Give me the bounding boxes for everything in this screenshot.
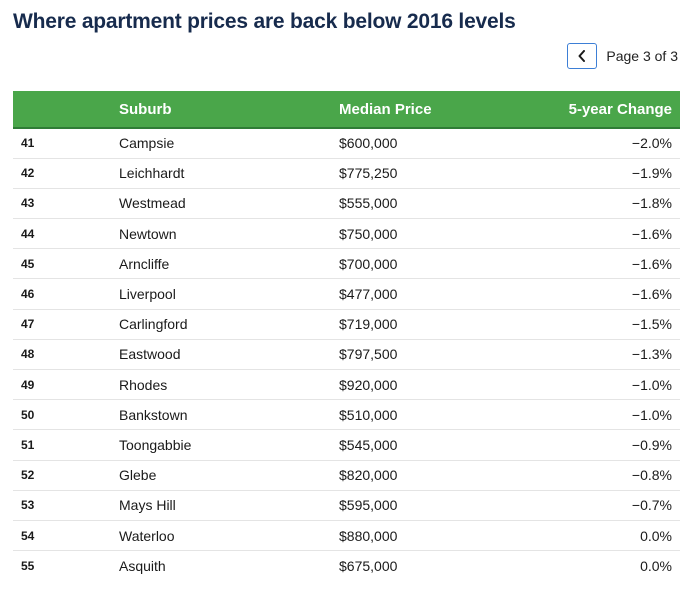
five-year-change-cell: −2.0% [559,128,680,159]
median-price-cell: $510,000 [339,399,559,431]
rank-cell: 43 [13,188,119,220]
median-price-cell: $719,000 [339,309,559,340]
table-row: 43 Westmead $555,000 −1.8% [13,188,680,220]
table-row: 53 Mays Hill $595,000 −0.7% [13,490,680,521]
data-table: Suburb Median Price 5-year Change 41 Camp… [13,91,680,581]
table-body: 41 Campsie $600,000 −2.0% 42 Leichhardt $775,2… [13,128,680,581]
column-header-5-year-change: 5-year Change [559,91,680,129]
suburb-cell: Liverpool [119,278,339,310]
suburb-cell: Arncliffe [119,248,339,280]
page-title: Where apartment prices are back below 20… [13,10,516,33]
table-row: 41 Campsie $600,000 −2.0% [13,128,680,159]
suburb-cell: Campsie [119,128,339,159]
median-price-cell: $750,000 [339,218,559,250]
table-row: 52 Glebe $820,000 −0.8% [13,460,680,491]
suburb-cell: Rhodes [119,369,339,401]
table-row: 55 Asquith $675,000 0.0% [13,550,680,581]
suburb-cell: Mays Hill [119,490,339,521]
table-row: 51 Toongabbie $545,000 −0.9% [13,429,680,461]
column-header-median-price: Median Price [339,91,559,129]
rank-cell: 41 [13,128,119,159]
chevron-left-icon [578,50,586,62]
median-price-cell: $700,000 [339,248,559,280]
table-row: 48 Eastwood $797,500 −1.3% [13,339,680,371]
five-year-change-cell: −1.6% [559,218,680,250]
rank-cell: 54 [13,520,119,552]
rank-cell: 55 [21,558,35,573]
five-year-change-cell: −1.6% [559,278,680,310]
five-year-change-cell: −0.9% [559,429,680,461]
previous-page-button[interactable] [567,43,598,69]
table-row: 42 Leichhardt $775,250 −1.9% [13,158,680,189]
suburb-cell: Newtown [119,218,339,250]
rank-cell: 50 [13,399,119,431]
median-price-cell: $797,500 [339,339,559,371]
five-year-change-cell: −1.0% [559,369,680,401]
five-year-change-cell: −1.0% [559,399,680,431]
median-price-cell: $820,000 [339,460,559,491]
rank-cell: 53 [13,490,119,521]
rank-cell: 49 [13,369,119,401]
suburb-cell: Leichhardt [119,158,339,189]
rank-cell: 51 [13,429,119,461]
five-year-change-cell: 0.0% [640,557,672,574]
page-indicator: Page 3 of 3 [606,48,678,64]
suburb-cell: Toongabbie [119,429,339,461]
rank-cell: 45 [13,248,119,280]
pagination: Page 3 of 3 [567,43,678,69]
rank-cell: 48 [13,339,119,371]
five-year-change-cell: −0.8% [559,460,680,491]
rank-cell: 46 [13,278,119,310]
median-price-cell: $477,000 [339,278,559,310]
suburb-cell: Carlingford [119,309,339,340]
suburb-cell: Glebe [119,460,339,491]
median-price-cell: $675,000 [339,557,398,574]
five-year-change-cell: −1.5% [559,309,680,340]
five-year-change-cell: −1.9% [559,158,680,189]
suburb-cell: Westmead [119,188,339,220]
header-row: Suburb Median Price 5-year Change [13,91,680,129]
suburb-cell: Asquith [119,557,166,574]
rank-cell: 44 [13,218,119,250]
suburb-cell: Eastwood [119,339,339,371]
five-year-change-cell: 0.0% [559,520,680,552]
table-row: 49 Rhodes $920,000 −1.0% [13,369,680,401]
rank-cell: 47 [13,309,119,340]
rank-cell: 42 [13,158,119,189]
column-header-suburb: Suburb [119,91,339,129]
suburb-cell: Bankstown [119,399,339,431]
table-row: 47 Carlingford $719,000 −1.5% [13,309,680,340]
table-header: Suburb Median Price 5-year Change [13,91,680,129]
suburb-cell: Waterloo [119,520,339,552]
median-price-cell: $920,000 [339,369,559,401]
five-year-change-cell: −1.8% [559,188,680,220]
five-year-change-cell: −1.3% [559,339,680,371]
median-price-cell: $600,000 [339,128,559,159]
table-row: 54 Waterloo $880,000 0.0% [13,520,680,552]
column-header-rank [13,91,119,129]
rank-cell: 52 [13,460,119,491]
table-row: 45 Arncliffe $700,000 −1.6% [13,248,680,280]
table-row: 44 Newtown $750,000 −1.6% [13,218,680,250]
table-row: 50 Bankstown $510,000 −1.0% [13,399,680,431]
median-price-cell: $775,250 [339,158,559,189]
median-price-cell: $545,000 [339,429,559,461]
five-year-change-cell: −0.7% [559,490,680,521]
median-price-cell: $595,000 [339,490,559,521]
table-row: 46 Liverpool $477,000 −1.6% [13,278,680,310]
five-year-change-cell: −1.6% [559,248,680,280]
median-price-cell: $555,000 [339,188,559,220]
median-price-cell: $880,000 [339,520,559,552]
